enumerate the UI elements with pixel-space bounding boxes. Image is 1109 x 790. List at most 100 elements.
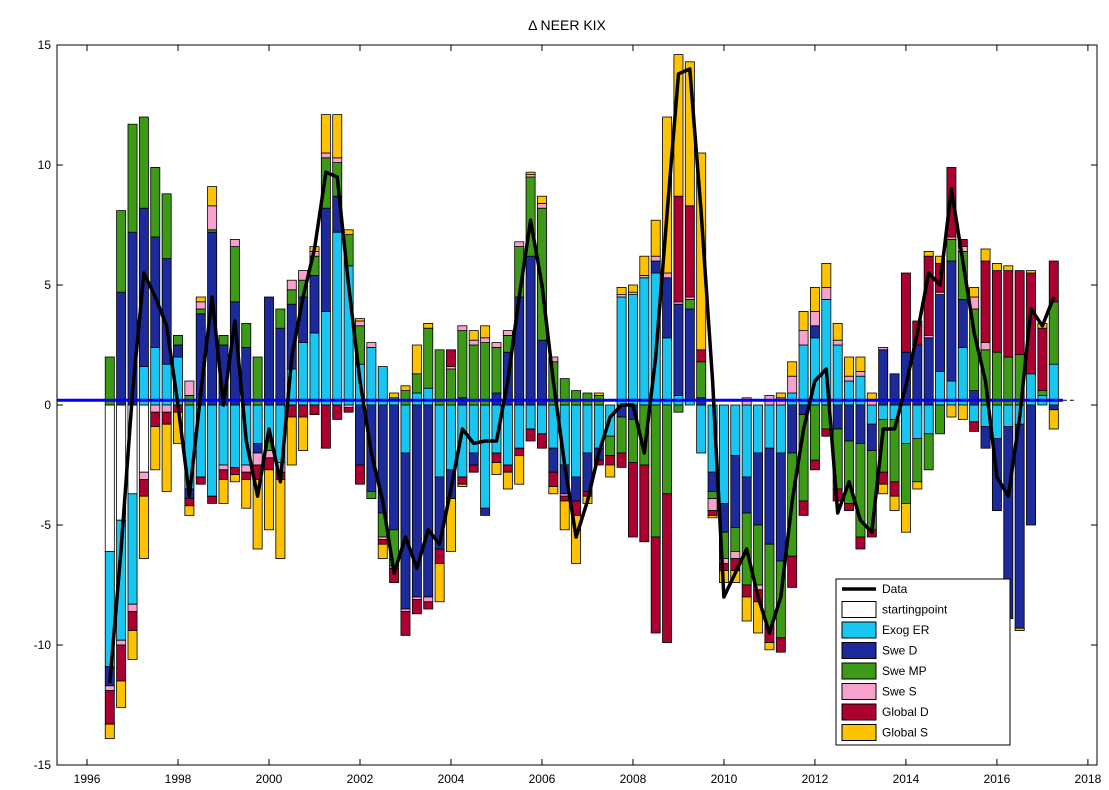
bar-segment (605, 454, 616, 466)
bar-segment (571, 515, 582, 564)
bar-segment (1003, 356, 1014, 406)
bar-segment (229, 246, 240, 303)
bar-segment (844, 502, 855, 511)
bar-segment (480, 507, 491, 516)
bar-segment (673, 303, 684, 396)
bar-segment (400, 390, 411, 406)
bar-segment (173, 344, 183, 358)
bar-segment (935, 404, 945, 435)
bar-segment (787, 555, 798, 588)
bar-segment (1026, 404, 1036, 526)
legend-label: Global D (882, 705, 929, 719)
bar-segment (878, 471, 889, 485)
bar-segment (252, 356, 263, 406)
bar-segment (684, 308, 695, 401)
bar-segment (605, 464, 616, 478)
legend: Data startingpoint Exog ER Swe D Swe MP Swe S… (835, 578, 1011, 746)
bar-segment (423, 601, 434, 610)
bar-segment (628, 294, 638, 406)
bar-segment (673, 404, 684, 413)
bar-segment (332, 231, 343, 406)
bar-segment (400, 611, 411, 636)
bar-segment (878, 349, 889, 406)
bar-segment (491, 342, 502, 348)
bar-segment (446, 349, 456, 367)
bar-segment (571, 476, 582, 502)
bar-segment (286, 416, 297, 466)
bar-segment (548, 471, 559, 488)
bar-segment (468, 452, 479, 466)
bar-segment (809, 459, 820, 471)
bar-segment (730, 551, 741, 560)
bar-segment (366, 342, 377, 348)
bar-segment (684, 205, 695, 298)
plot-frame (56, 44, 1098, 766)
bar-segment (423, 596, 434, 603)
bar-segment (764, 447, 775, 545)
bar-segment (775, 392, 786, 399)
bar-segment (104, 723, 115, 740)
bar-segment (798, 310, 809, 331)
bar-segment (411, 599, 422, 615)
legend-label: Data (882, 582, 908, 596)
y-tick-label: 5 (44, 278, 51, 292)
bar-segment (491, 462, 502, 476)
bar-segment (923, 250, 934, 257)
bar-segment (195, 308, 206, 315)
x-tick-label: 2016 (984, 772, 1011, 785)
bar-segment (127, 630, 138, 660)
bar-segment (320, 152, 331, 159)
bar-segment (320, 310, 331, 406)
bar-segment (252, 452, 263, 466)
bar-segment (355, 318, 365, 322)
bar-segment (1048, 260, 1059, 303)
legend-label: Swe S (882, 685, 917, 699)
bar-segment (434, 349, 445, 406)
bar-segment (809, 404, 820, 461)
bar-segment (935, 294, 945, 372)
bar-segment (969, 404, 980, 423)
x-tick-label: 2008 (620, 772, 647, 785)
bar-segment (150, 404, 161, 413)
bar-segment (628, 462, 638, 538)
bar-segment (787, 404, 798, 454)
bar-segment (104, 690, 115, 725)
bar-segment (969, 286, 980, 298)
bar-segment (457, 325, 468, 331)
bar-segment (707, 490, 718, 499)
bar-segment (332, 157, 343, 164)
bar-segment (1014, 627, 1025, 632)
bar-segment (605, 435, 616, 456)
bar-segment (229, 474, 240, 483)
x-tick-label: 2018 (1075, 772, 1102, 785)
y-tick-label: -10 (34, 638, 52, 652)
bar-segment (662, 493, 673, 643)
bar-segment (571, 390, 582, 406)
bar-segment (650, 536, 661, 634)
bar-segment (912, 481, 923, 490)
bar-segment (753, 452, 764, 526)
bar-segment (957, 298, 968, 348)
bar-segment (355, 464, 365, 485)
legend-label: Exog ER (882, 623, 930, 637)
bar-segment (593, 392, 604, 396)
bar-segment (673, 195, 684, 303)
bar-segment (969, 421, 980, 432)
bar-segment (1014, 270, 1025, 356)
bar-segment (514, 404, 525, 449)
bar-segment (480, 337, 491, 343)
y-tick-label: 15 (38, 38, 52, 52)
bar-segment (844, 375, 855, 382)
bar-segment (900, 442, 911, 504)
legend-swatch (841, 683, 877, 700)
bar-segment (207, 495, 218, 504)
bar-segment (866, 404, 877, 425)
bar-segment (150, 426, 161, 471)
bar-segment (423, 322, 434, 329)
bar-segment (161, 404, 172, 413)
bar-segment (821, 286, 832, 300)
bar-segment (946, 260, 957, 382)
bar-segment (639, 255, 650, 276)
bar-segment (980, 248, 991, 262)
